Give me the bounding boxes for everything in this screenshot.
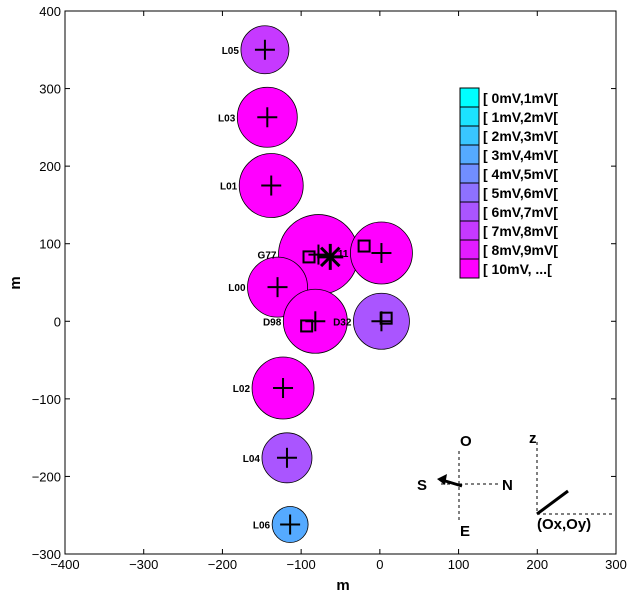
x-tick-label: 100 — [448, 557, 470, 572]
x-axis-label: m — [336, 577, 349, 594]
station-label: L04 — [243, 454, 261, 465]
square-marker — [302, 250, 316, 264]
x-tick-label: 0 — [376, 557, 383, 572]
legend-label: [ 2mV,3mV[ — [483, 128, 558, 144]
station-label: L02 — [233, 384, 251, 395]
y-tick-label: 100 — [39, 237, 61, 252]
station-label: G77 — [258, 251, 277, 262]
legend-label: [ 7mV,8mV[ — [483, 223, 558, 239]
y-tick-label: −200 — [32, 469, 61, 484]
ticks-layer: −400 −300 −200 −100 0 100 200 300−300−200−10001… — [32, 4, 627, 572]
legend-label: [ 4mV,5mV[ — [483, 166, 558, 182]
legend-label: [ 5mV,6mV[ — [483, 185, 558, 201]
legend-label: [ 3mV,4mV[ — [483, 147, 558, 163]
axes-indicator-origin-label: (Ox,Oy) — [537, 516, 591, 533]
legend-label: [ 0mV,1mV[ — [483, 90, 558, 106]
axes-indicator: z (Ox,Oy) — [529, 430, 614, 533]
compass: O S N E — [417, 433, 513, 540]
legend: [ 0mV,1mV[ [ 1mV,2mV[ [ 2mV,3mV[ [ 3mV,4mV[… — [459, 87, 558, 279]
markers-layer: L05 L03 L01 G77 11 L00 D98 D32 L02 L04 L06 — [218, 25, 413, 543]
station-label: L05 — [222, 46, 240, 57]
station-label: L03 — [218, 113, 236, 124]
square-marker — [357, 239, 371, 253]
legend-swatch — [459, 182, 480, 203]
x-tick-label: 200 — [526, 557, 548, 572]
legend-swatch — [459, 220, 480, 241]
x-tick-label: −200 — [208, 557, 237, 572]
y-tick-label: −300 — [32, 547, 61, 562]
legend-swatch — [459, 239, 480, 260]
x-tick-label: −300 — [129, 557, 158, 572]
axes-indicator-z-label: z — [529, 430, 537, 447]
legend-label: [ 1mV,2mV[ — [483, 109, 558, 125]
y-tick-label: 200 — [39, 159, 61, 174]
legend-swatch — [459, 87, 480, 108]
station-label: L01 — [220, 182, 238, 193]
y-tick-label: 0 — [54, 314, 61, 329]
compass-label-s: S — [417, 477, 427, 494]
y-tick-label: 400 — [39, 4, 61, 19]
legend-label: [ 10mV, ...[ — [483, 261, 552, 277]
legend-swatch — [459, 125, 480, 146]
compass-label-e: E — [460, 523, 470, 540]
legend-label: [ 8mV,9mV[ — [483, 242, 558, 258]
legend-swatch — [459, 163, 480, 184]
legend-swatch — [459, 258, 480, 279]
station-label: D32 — [333, 317, 352, 328]
legend-swatch — [459, 201, 480, 222]
x-tick-label: −400 — [50, 557, 79, 572]
x-tick-label: 300 — [605, 557, 627, 572]
station-label: L06 — [253, 521, 271, 532]
legend-swatch — [459, 106, 480, 127]
legend-label: [ 6mV,7mV[ — [483, 204, 558, 220]
legend-swatch — [459, 144, 480, 165]
axes-indicator-vector — [536, 489, 569, 516]
star-marker — [320, 246, 341, 268]
station-label: L00 — [228, 283, 246, 294]
station-label: 11 — [338, 249, 349, 260]
y-tick-label: −100 — [32, 392, 61, 407]
station-label: D98 — [263, 317, 282, 328]
y-tick-label: 300 — [39, 82, 61, 97]
compass-arrow-head — [437, 474, 447, 485]
compass-label-n: N — [502, 477, 513, 494]
compass-label-o: O — [460, 433, 472, 450]
y-axis-label: m — [7, 276, 24, 289]
x-tick-label: −100 — [286, 557, 315, 572]
